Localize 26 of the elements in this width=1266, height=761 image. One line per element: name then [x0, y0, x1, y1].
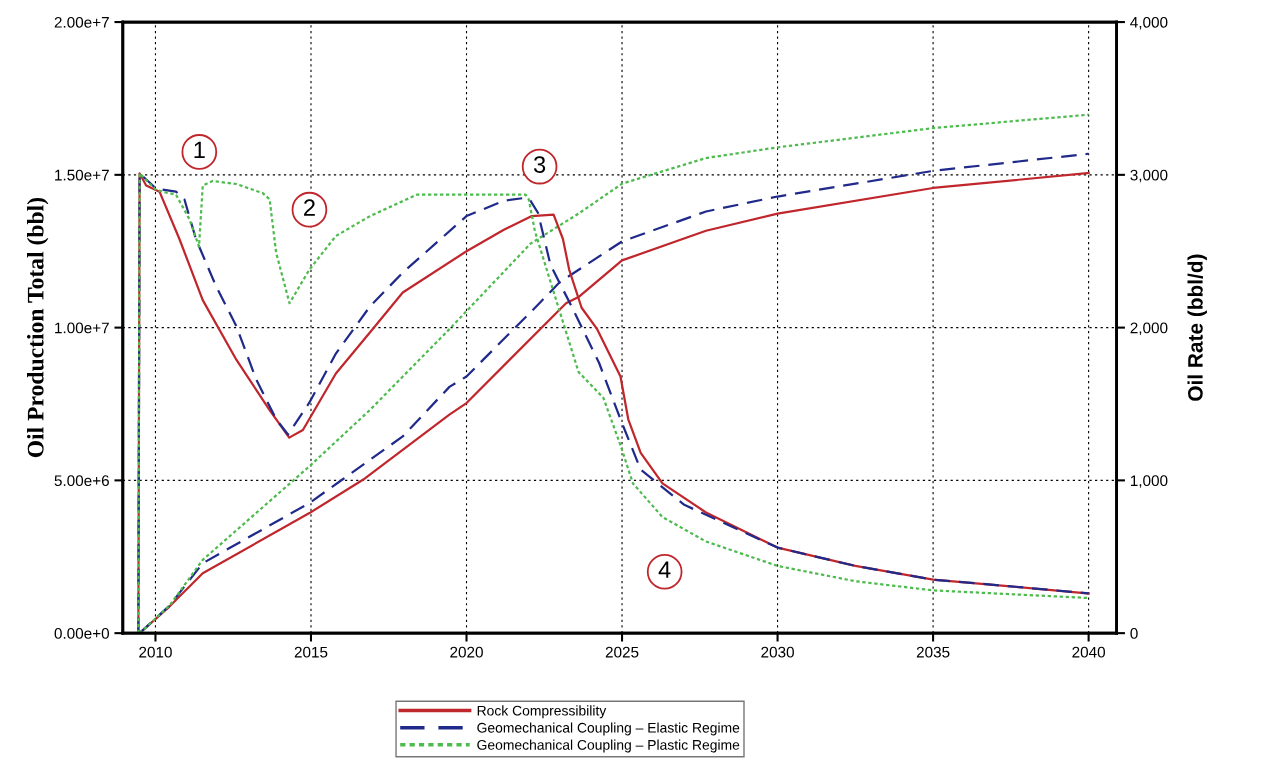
y2-tick-label: 2,000 — [1130, 322, 1168, 336]
y2-axis-title: Oil Rate (bbl/d) — [1187, 254, 1207, 401]
annotation: 3 — [533, 156, 546, 173]
x-tick-label: 2025 — [605, 646, 639, 658]
annotation: 2 — [304, 199, 315, 216]
y2-tick-label: 1,000 — [1130, 475, 1168, 488]
y2-tick-label: 4,000 — [1130, 16, 1168, 30]
y-axis-title: Oil Production Total (bbl) — [26, 197, 49, 458]
y-tick-label: 1.00e+7 — [55, 322, 109, 334]
x-tick-label: 2020 — [450, 646, 483, 658]
y-tick-label: 5.00e+6 — [54, 475, 109, 487]
x-tick-label: 2010 — [139, 646, 172, 658]
x-tick-label: 2040 — [1072, 646, 1106, 658]
x-tick-label: 2030 — [761, 646, 794, 658]
y-tick-label: 1.50e+7 — [55, 169, 109, 181]
y-tick-label: 0.00e+0 — [54, 628, 110, 639]
legend-label: Geomechanical Coupling – Plastic Regime — [477, 739, 740, 753]
annotation: 4 — [658, 561, 671, 578]
legend-label: Geomechanical Coupling – Elastic Regime — [477, 722, 740, 736]
x-tick-label: 2015 — [294, 646, 328, 658]
annotation: 1 — [194, 141, 205, 159]
legend-label: Rock Compressibility — [477, 705, 607, 719]
y-tick-label: 2.00e+7 — [54, 16, 109, 28]
y2-tick-label: 3,000 — [1130, 169, 1168, 183]
x-tick-label: 2035 — [916, 646, 950, 658]
y2-tick-label: 0 — [1130, 628, 1138, 639]
